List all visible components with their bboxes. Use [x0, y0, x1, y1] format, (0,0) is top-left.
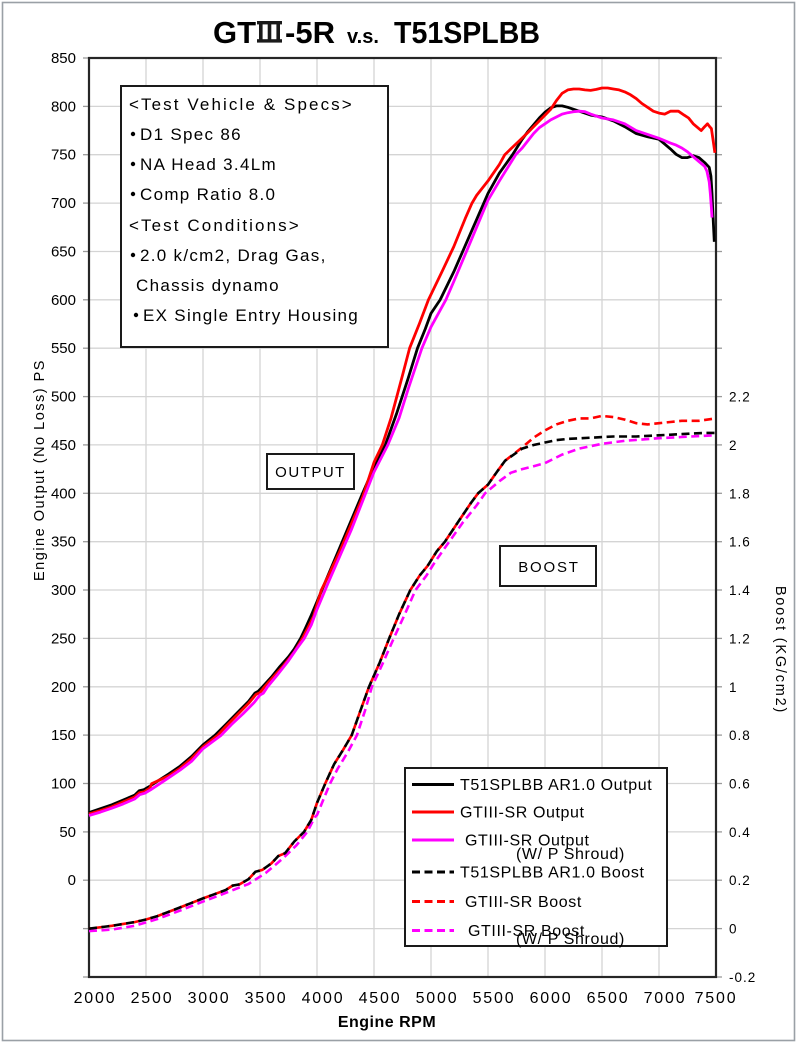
svg-text:1.2: 1.2 — [729, 631, 751, 646]
svg-text:1.4: 1.4 — [729, 583, 751, 598]
svg-text:2000: 2000 — [74, 990, 117, 1007]
svg-text:5000: 5000 — [416, 990, 459, 1007]
svg-text:2500: 2500 — [131, 990, 174, 1007]
svg-text:GTIII-SR Output: GTIII-SR Output — [465, 833, 590, 850]
svg-text:450: 450 — [51, 437, 76, 454]
svg-text:-5R: -5R — [285, 15, 335, 50]
svg-text:50: 50 — [59, 824, 76, 841]
svg-text:GTIII-SR Output: GTIII-SR Output — [460, 805, 585, 822]
svg-text:OUTPUT: OUTPUT — [275, 464, 346, 481]
svg-text:6000: 6000 — [530, 990, 573, 1007]
svg-text:1: 1 — [729, 680, 738, 695]
svg-text:250: 250 — [51, 630, 76, 647]
svg-text:500: 500 — [51, 389, 76, 406]
svg-text:150: 150 — [51, 727, 76, 744]
svg-text:GT: GT — [213, 15, 256, 50]
svg-text:D1 Spec 86: D1 Spec 86 — [140, 125, 242, 144]
svg-text:0.2: 0.2 — [729, 873, 751, 888]
svg-text:750: 750 — [51, 147, 76, 164]
svg-text:Engine RPM: Engine RPM — [338, 1014, 436, 1031]
svg-text:6500: 6500 — [587, 990, 630, 1007]
svg-text:Chassis dynamo: Chassis dynamo — [136, 276, 280, 295]
svg-text:600: 600 — [51, 292, 76, 309]
svg-text:(W/ P Shroud): (W/ P Shroud) — [516, 931, 625, 948]
svg-text:550: 550 — [51, 340, 76, 357]
svg-text:650: 650 — [51, 244, 76, 261]
svg-text:BOOST: BOOST — [518, 559, 580, 576]
svg-text:-0.2: -0.2 — [729, 970, 756, 985]
svg-text:0.6: 0.6 — [729, 777, 751, 792]
svg-text:Comp Ratio 8.0: Comp Ratio 8.0 — [140, 185, 276, 204]
svg-text:GTIII-SR Boost: GTIII-SR Boost — [468, 923, 585, 940]
svg-text:1.6: 1.6 — [729, 535, 751, 550]
svg-text:v.s.: v.s. — [347, 26, 379, 48]
svg-text:0: 0 — [68, 872, 76, 889]
svg-text:400: 400 — [51, 485, 76, 502]
svg-text:NA Head 3.4Lm: NA Head 3.4Lm — [140, 155, 277, 174]
svg-text:100: 100 — [51, 776, 76, 793]
svg-text:300: 300 — [51, 582, 76, 599]
svg-text:GTIII-SR Boost: GTIII-SR Boost — [465, 894, 582, 911]
svg-text:Engine Output (No Loss) PS: Engine Output (No Loss) PS — [32, 359, 48, 581]
svg-text:T51SPLBB AR1.0 Boost: T51SPLBB AR1.0 Boost — [460, 865, 645, 882]
svg-text:0: 0 — [729, 922, 738, 937]
svg-text:350: 350 — [51, 534, 76, 551]
svg-text:T51SPLBB: T51SPLBB — [394, 15, 540, 50]
svg-text:(W/ P Shroud): (W/ P Shroud) — [516, 846, 625, 863]
svg-text:4000: 4000 — [302, 990, 345, 1007]
svg-text:3500: 3500 — [245, 990, 288, 1007]
svg-text:200: 200 — [51, 679, 76, 696]
svg-text:7500: 7500 — [695, 990, 738, 1007]
svg-text:2.0 k/cm2, Drag Gas,: 2.0 k/cm2, Drag Gas, — [140, 246, 327, 265]
svg-text:7000: 7000 — [644, 990, 687, 1007]
svg-text:800: 800 — [51, 98, 76, 115]
svg-text:5500: 5500 — [473, 990, 516, 1007]
svg-text:<Test Conditions>: <Test Conditions> — [129, 216, 301, 235]
svg-text:2.2: 2.2 — [729, 390, 751, 405]
svg-text:Boost (KG/cm2): Boost (KG/cm2) — [772, 586, 788, 714]
svg-text:EX Single Entry Housing: EX Single Entry Housing — [143, 306, 359, 325]
svg-text:2: 2 — [729, 438, 738, 453]
svg-text:1.8: 1.8 — [729, 486, 751, 501]
svg-text:3000: 3000 — [188, 990, 231, 1007]
svg-text:<Test Vehicle & Specs>: <Test Vehicle & Specs> — [129, 95, 354, 114]
svg-text:T51SPLBB AR1.0 Output: T51SPLBB AR1.0 Output — [460, 777, 652, 794]
svg-text:4500: 4500 — [359, 990, 402, 1007]
svg-text:850: 850 — [51, 50, 76, 67]
svg-text:0.4: 0.4 — [729, 825, 751, 840]
svg-text:700: 700 — [51, 195, 76, 212]
svg-text:0.8: 0.8 — [729, 728, 751, 743]
